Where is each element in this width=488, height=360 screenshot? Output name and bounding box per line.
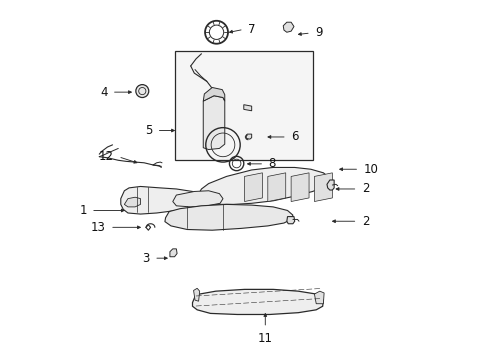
Text: 8: 8 — [268, 157, 275, 170]
Text: 7: 7 — [247, 23, 255, 36]
Polygon shape — [192, 289, 323, 315]
Polygon shape — [286, 217, 294, 224]
Polygon shape — [244, 173, 262, 202]
Polygon shape — [124, 197, 140, 207]
Text: 4: 4 — [100, 86, 107, 99]
Polygon shape — [267, 173, 285, 202]
Text: 2: 2 — [361, 215, 368, 228]
Bar — [174, 51, 312, 160]
Polygon shape — [172, 191, 223, 207]
Polygon shape — [246, 134, 251, 139]
Text: 9: 9 — [314, 27, 322, 40]
Text: 12: 12 — [99, 150, 114, 163]
Text: 6: 6 — [290, 130, 298, 144]
Text: 3: 3 — [142, 252, 149, 265]
Polygon shape — [164, 204, 292, 230]
Polygon shape — [283, 22, 293, 32]
Text: 10: 10 — [363, 163, 378, 176]
Text: 5: 5 — [144, 124, 152, 137]
Polygon shape — [198, 167, 328, 204]
Polygon shape — [193, 288, 199, 301]
Polygon shape — [326, 180, 333, 190]
Text: 2: 2 — [361, 183, 368, 195]
Polygon shape — [203, 87, 224, 101]
Circle shape — [136, 85, 148, 98]
Text: 1: 1 — [79, 204, 86, 217]
Polygon shape — [244, 105, 251, 111]
Polygon shape — [203, 96, 224, 149]
Polygon shape — [314, 173, 332, 202]
Polygon shape — [121, 186, 199, 214]
Text: 13: 13 — [91, 221, 105, 234]
Polygon shape — [169, 249, 177, 257]
Polygon shape — [314, 291, 324, 304]
Text: 11: 11 — [257, 332, 272, 345]
Polygon shape — [290, 173, 308, 202]
